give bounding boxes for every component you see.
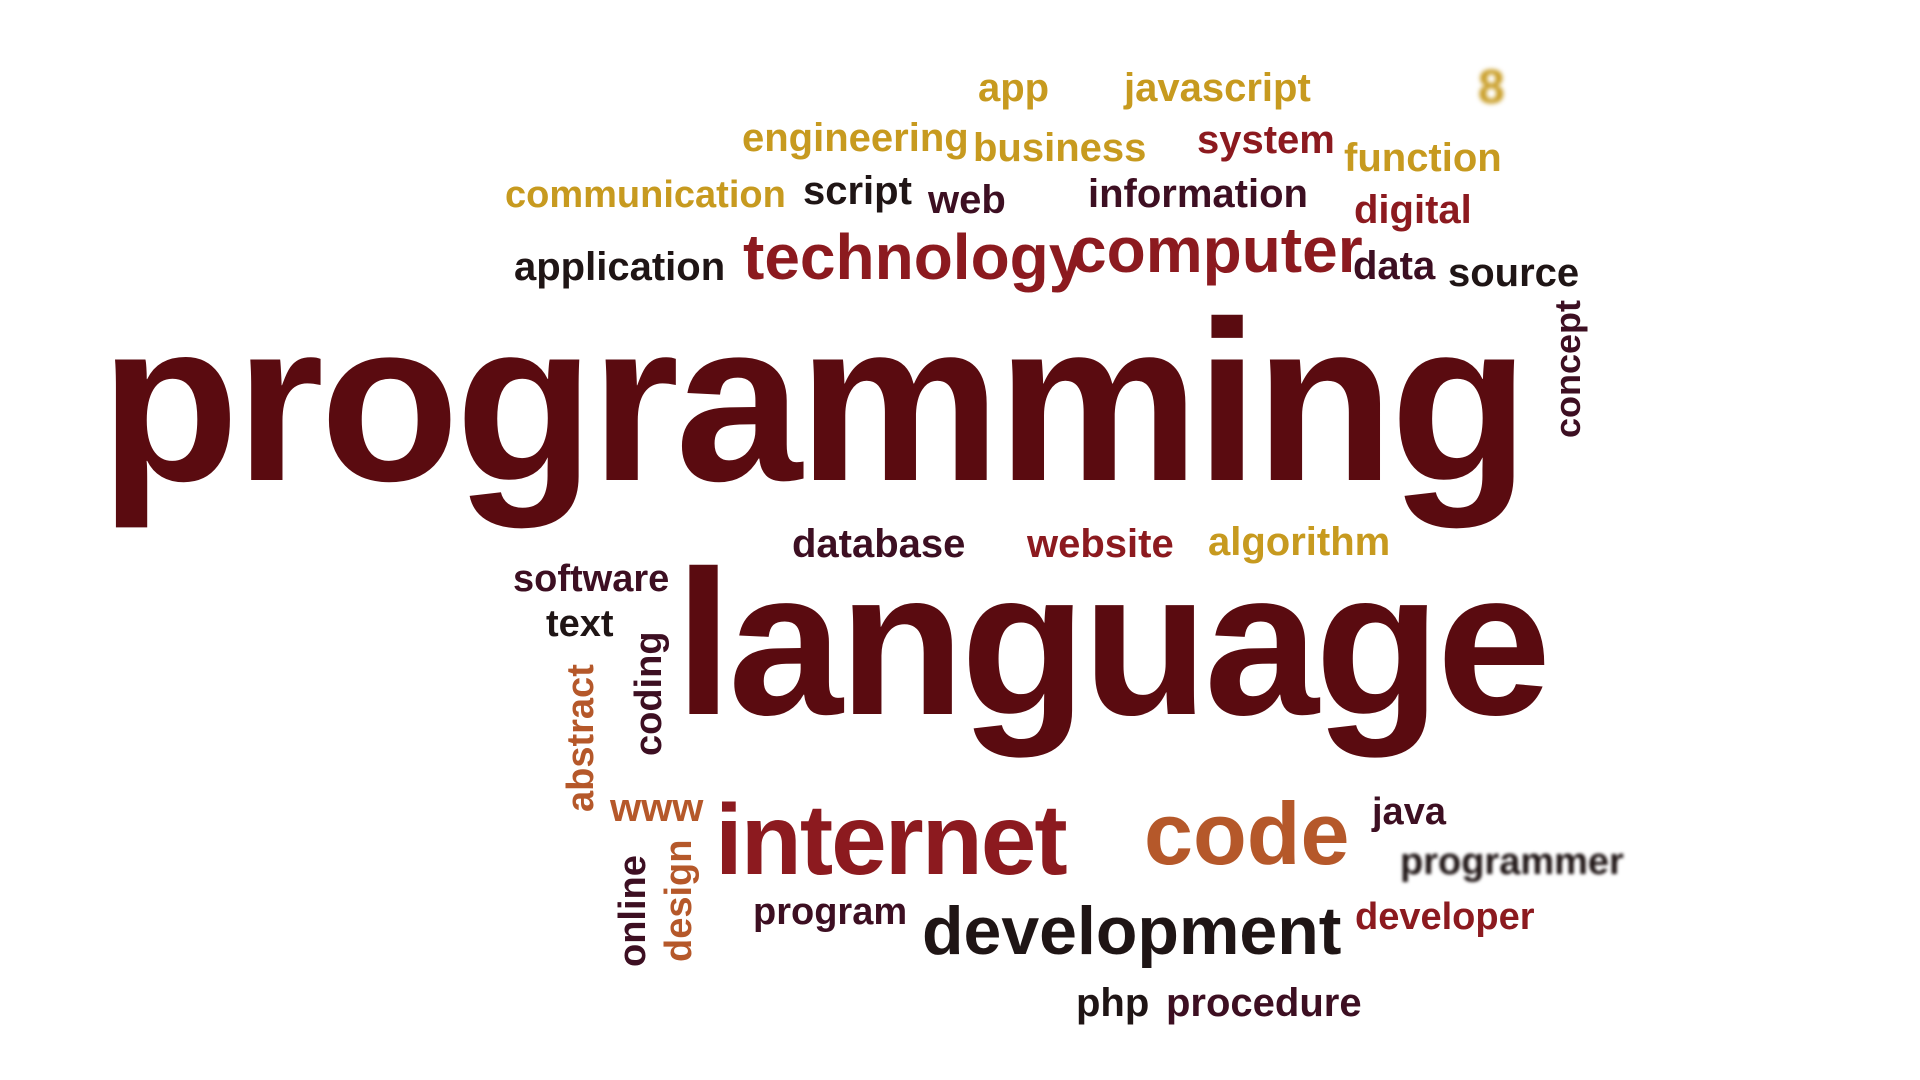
word-code: code <box>1144 784 1350 883</box>
word-programmer: programmer <box>1400 841 1624 883</box>
word-language: language <box>675 528 1551 758</box>
word-algorithm: algorithm <box>1208 520 1391 564</box>
word-communication: communication <box>505 174 786 216</box>
word-coding: coding <box>628 631 670 756</box>
word-digital: digital <box>1354 188 1472 232</box>
word-software: software <box>513 558 670 600</box>
word-fragment: 8 <box>1478 61 1505 114</box>
word-source: source <box>1448 251 1580 295</box>
word-technology: technology <box>743 221 1085 293</box>
word-java: java <box>1372 791 1446 833</box>
word-business: business <box>973 126 1147 170</box>
word-developer: developer <box>1355 896 1535 938</box>
word-program: program <box>753 891 908 933</box>
word-online: online <box>612 855 654 967</box>
word-internet: internet <box>715 784 1068 896</box>
word-system: system <box>1197 118 1335 162</box>
word-engineering: engineering <box>742 116 969 160</box>
word-procedure: procedure <box>1166 981 1362 1025</box>
word-javascript: javascript <box>1124 66 1311 110</box>
word-data: data <box>1353 244 1436 288</box>
word-information: information <box>1088 172 1308 216</box>
word-text: text <box>546 603 614 645</box>
word-design: design <box>658 839 700 962</box>
word-web: web <box>928 178 1006 222</box>
word-website: website <box>1027 522 1174 566</box>
word-function: function <box>1344 136 1502 180</box>
word-application: application <box>514 245 726 289</box>
word-abstract: abstract <box>560 664 602 812</box>
word-programming: programming <box>100 275 1529 529</box>
word-www: www <box>610 786 704 830</box>
word-computer: computer <box>1071 214 1363 286</box>
word-development: development <box>922 893 1342 969</box>
word-app: app <box>978 66 1050 110</box>
word-database: database <box>792 522 966 566</box>
word-concept: concept <box>1547 299 1588 438</box>
word-php: php <box>1076 981 1150 1025</box>
word-script: script <box>803 169 912 213</box>
